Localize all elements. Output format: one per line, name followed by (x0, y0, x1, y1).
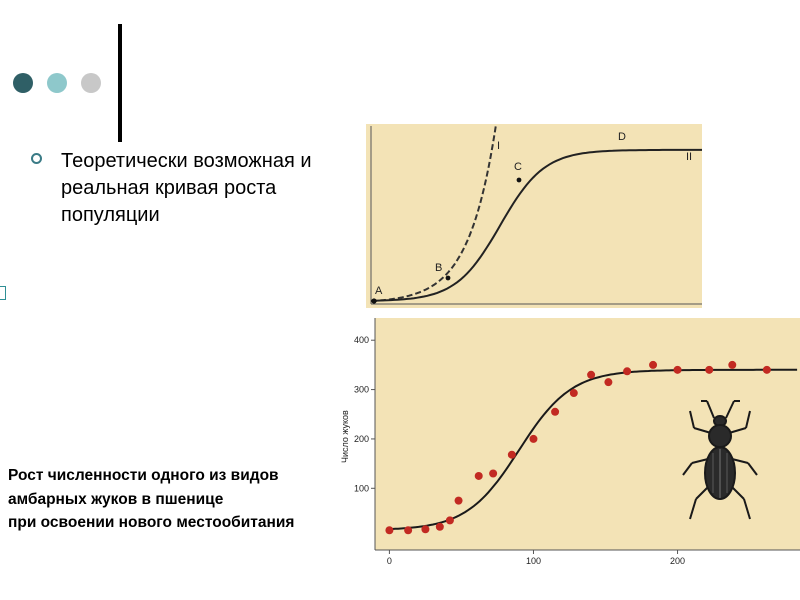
x-tick-label: 200 (670, 556, 685, 566)
point-b-label: B (435, 262, 442, 274)
beetle-icon (682, 400, 758, 520)
data-point (649, 360, 658, 369)
point-c-label: C (514, 161, 522, 173)
data-point (445, 516, 454, 525)
data-point (762, 365, 771, 374)
data-point (489, 469, 498, 478)
point-d-label: D (618, 131, 626, 143)
caption-line-2: амбарных жуков в пшенице (8, 490, 224, 508)
data-point (404, 526, 413, 535)
data-point (673, 365, 682, 374)
data-point (435, 522, 444, 531)
point-b-marker (445, 275, 451, 281)
beetle-caption: Рост численности одного из видов амбарны… (8, 464, 388, 535)
chart1-background (366, 124, 702, 308)
data-point (507, 450, 516, 459)
data-point (421, 525, 430, 534)
caption-line-3: при освоении нового местообитания (8, 514, 295, 531)
caption-line-1: Рост численности одного из видов (8, 467, 279, 484)
data-point (705, 365, 714, 374)
beetle-growth-chart: 100 200 300 400 0 100 200 Число жуков (340, 318, 800, 566)
y-tick-label: 200 (354, 434, 369, 444)
slide-main-text: Теоретически возможная и реальная кривая… (61, 150, 312, 226)
data-point (728, 360, 737, 369)
data-point (529, 434, 538, 443)
data-point (587, 370, 596, 379)
data-point (454, 496, 463, 505)
deco-dot-light (47, 73, 67, 93)
data-point (474, 471, 483, 480)
curve-ii-real (370, 148, 702, 302)
edge-marker (0, 286, 6, 300)
point-c-marker (516, 177, 522, 183)
curve-i-label: I (497, 140, 500, 152)
deco-dot-dark (13, 73, 33, 93)
vertical-rule (118, 24, 122, 142)
y-tick-label: 300 (354, 385, 369, 395)
point-a-marker (371, 298, 377, 304)
y-axis-label: Число жуков (340, 410, 350, 463)
y-tick-label: 100 (354, 483, 369, 493)
data-point (385, 526, 394, 535)
deco-dot-grey (81, 73, 101, 93)
x-tick-label: 100 (526, 556, 541, 566)
point-a-label: A (375, 285, 383, 297)
x-tick-label: 0 (387, 556, 392, 566)
data-point (551, 407, 560, 416)
growth-curves-chart: A B C D I II (366, 124, 702, 308)
curve-ii-label: II (686, 151, 692, 163)
y-tick-label: 400 (354, 335, 369, 345)
fit-curve (389, 368, 798, 531)
bullet-icon (31, 153, 42, 164)
data-point (604, 378, 613, 387)
data-point (569, 389, 578, 398)
chart2-background (375, 318, 800, 550)
data-point (623, 367, 632, 376)
